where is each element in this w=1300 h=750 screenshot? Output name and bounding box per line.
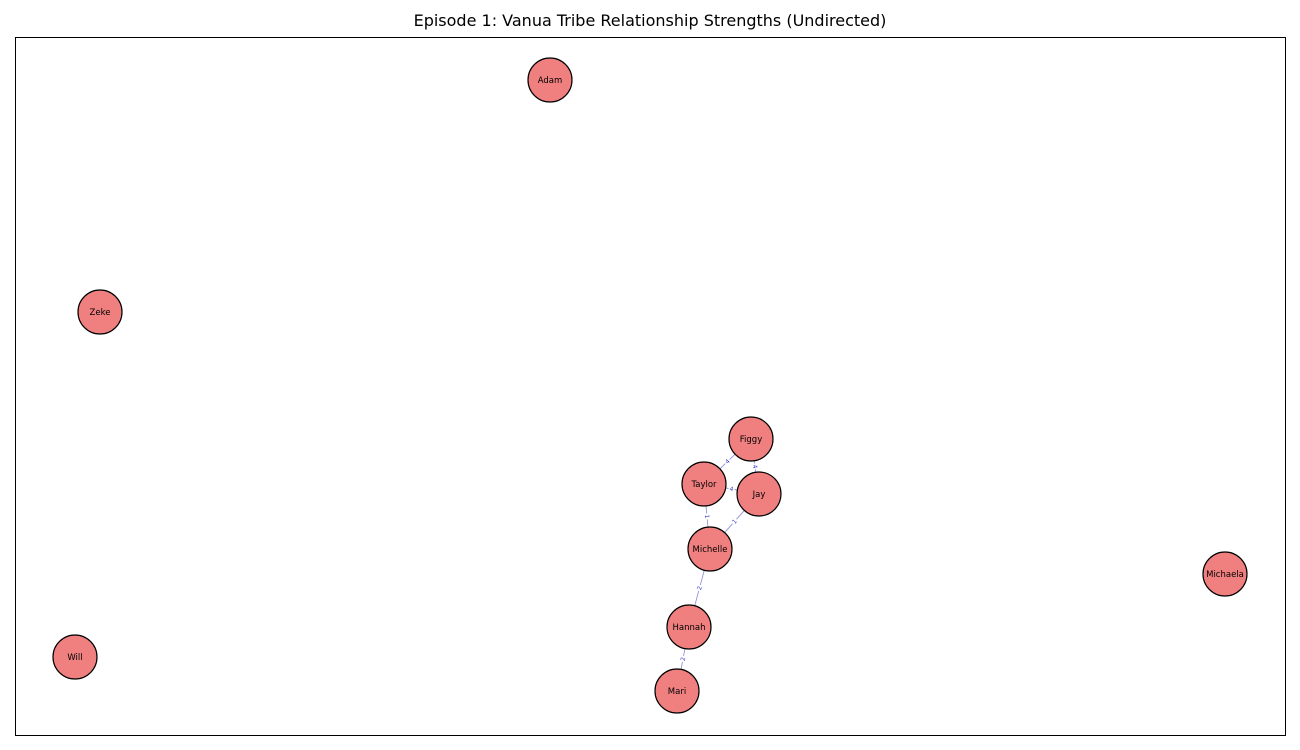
edge-weight-label: 2 [680,656,688,661]
edge-label-background [727,484,736,494]
edge-weight-label: 4 [729,486,734,494]
node-label-mari: Mari [668,687,686,697]
node-will[interactable] [52,634,98,680]
node-figgy[interactable] [728,416,774,462]
chart-title: Episode 1: Vanua Tribe Relationship Stre… [413,11,887,30]
node-label-taylor: Taylor [690,480,717,490]
node-michaela[interactable] [1202,551,1248,597]
edge-weight-label: 2 [696,585,704,591]
edge-label-background [722,456,733,467]
node-label-will: Will [67,653,82,663]
edge-label-background [678,655,688,663]
nodes-group: Adam Zeke Figgy Taylor Jay Michelle Michaela Ha… [52,57,1248,714]
node-label-michaela: Michaela [1206,570,1244,580]
node-label-jay: Jay [752,490,766,500]
node-label-adam: Adam [538,76,563,86]
node-mari[interactable] [654,668,700,714]
node-label-zeke: Zeke [90,308,111,318]
node-zeke[interactable] [77,289,123,335]
node-hannah[interactable] [666,604,712,650]
edge-labels-group: 4 4 4 1 1 2 2 [678,456,760,663]
node-adam[interactable] [527,57,573,103]
node-label-hannah: Hannah [673,623,706,633]
node-michelle[interactable] [687,526,733,572]
node-jay[interactable] [736,471,782,517]
node-label-figgy: Figgy [740,435,762,445]
node-taylor[interactable] [681,461,727,507]
plot-frame [15,37,1286,736]
edge-label-background [729,516,740,527]
edge-weight-label: 4 [751,464,759,469]
edge-weight-label: 1 [703,514,710,519]
edge-label-background [702,513,712,520]
edge-label-background [750,462,760,471]
edge-weight-label: 1 [731,518,739,526]
edge-weight-label: 4 [724,458,732,466]
edge-label-background [694,584,705,592]
node-label-michelle: Michelle [693,545,728,555]
